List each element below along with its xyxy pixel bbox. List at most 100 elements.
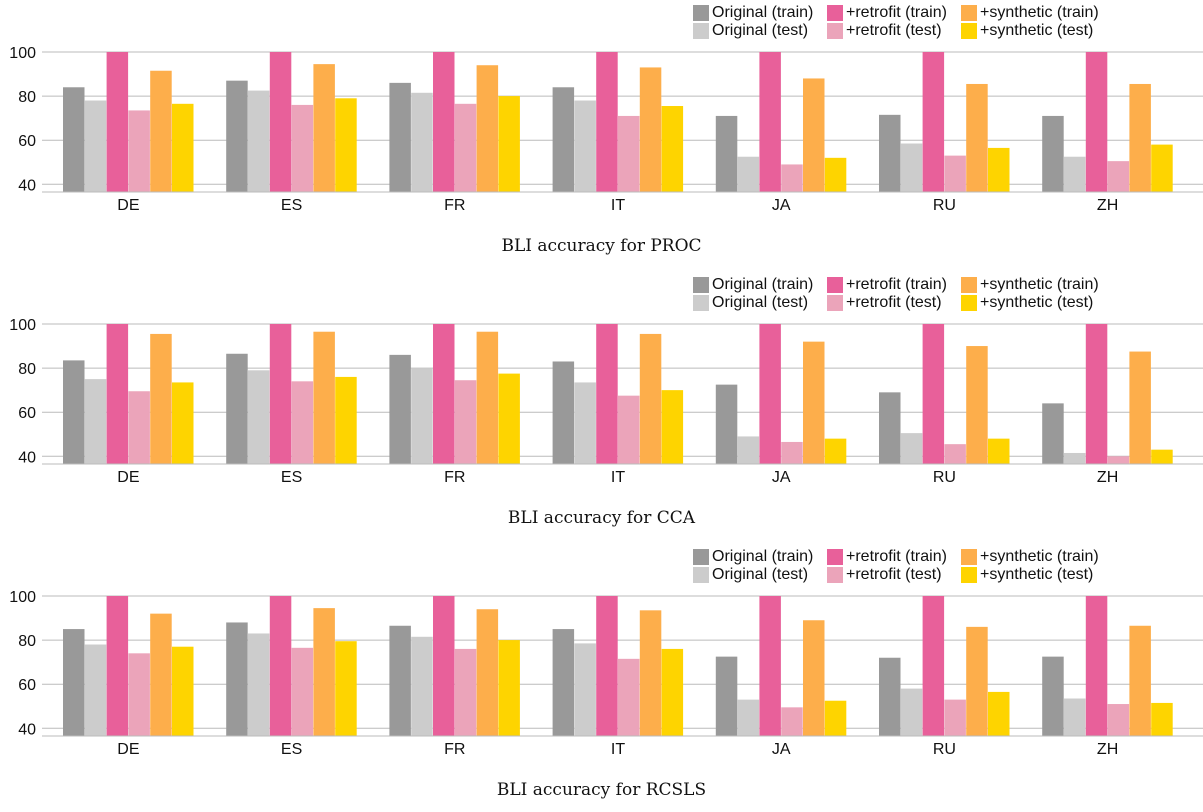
bar [922, 324, 945, 464]
legend-item: Original (train) [693, 548, 827, 565]
bar [106, 596, 129, 736]
bar [172, 382, 194, 464]
bar [803, 620, 825, 736]
bar [618, 115, 640, 192]
bar [944, 699, 966, 736]
chart-panel: 40 60 80 100 DE ES FR IT JA RU ZH Original (train) +… [0, 544, 1203, 812]
bar [1085, 324, 1108, 464]
x-tick-label: RU [933, 469, 956, 486]
legend-swatch [827, 548, 843, 565]
y-tick-label: 100 [9, 45, 36, 62]
bar [313, 608, 335, 736]
bar [389, 82, 411, 192]
legend-item: +retrofit (test) [827, 22, 961, 39]
x-tick-label: JA [772, 741, 791, 758]
bar [1107, 704, 1130, 736]
bar [1151, 449, 1173, 464]
bar [759, 596, 781, 736]
bar [313, 331, 335, 464]
bar [335, 98, 357, 192]
bar [824, 700, 847, 736]
bar [661, 648, 684, 736]
legend-swatch [961, 22, 977, 39]
x-tick-label: FR [444, 197, 465, 214]
bar [803, 341, 825, 464]
bar [63, 87, 85, 192]
y-tick-label: 40 [18, 449, 36, 466]
bar [966, 83, 988, 192]
legend-label: +retrofit (test) [846, 565, 942, 583]
x-tick-label: DE [117, 197, 139, 214]
bar [552, 361, 575, 464]
legend-swatch [827, 294, 843, 311]
bar [759, 324, 781, 464]
legend-swatch [827, 566, 843, 583]
chart-caption: BLI accuracy for CCA [507, 508, 696, 528]
bar [922, 52, 945, 192]
bar [106, 52, 129, 192]
legend-label: Original (test) [712, 565, 809, 583]
bar [574, 382, 596, 464]
bar [335, 641, 357, 736]
bar [639, 67, 662, 192]
bar [618, 658, 640, 736]
bar [226, 622, 248, 736]
legend: Original (train) +retrofit (train) +synthe… [693, 548, 1111, 583]
bar [476, 65, 499, 192]
legend-item: +synthetic (test) [961, 22, 1111, 39]
bar [172, 646, 194, 736]
bar [988, 147, 1010, 192]
bar [476, 331, 499, 464]
chart-caption: BLI accuracy for PROC [501, 236, 702, 256]
bar [313, 64, 335, 192]
legend-item: Original (test) [693, 22, 827, 39]
bar [150, 70, 172, 192]
bar [269, 52, 292, 192]
x-tick-label: ES [281, 197, 302, 214]
legend-label: +synthetic (test) [980, 565, 1094, 583]
bar [803, 78, 825, 192]
chart-panel: 40 60 80 100 DE ES FR IT JA RU ZH Original (train) +… [0, 272, 1203, 540]
bar [824, 157, 847, 192]
bar [291, 381, 314, 464]
x-tick-label: ZH [1097, 469, 1118, 486]
bar [879, 392, 901, 464]
bar [1064, 156, 1086, 192]
bar [454, 648, 477, 736]
bar [900, 433, 923, 464]
x-tick-label: ES [281, 741, 302, 758]
bar-chart: 40 60 80 100 DE ES FR IT JA RU ZH [9, 45, 1203, 214]
bar [759, 52, 781, 192]
legend-label: +retrofit (test) [846, 21, 942, 39]
legend: Original (train) +retrofit (train) +synthe… [693, 4, 1111, 39]
bar [84, 379, 107, 464]
legend-item: Original (train) [693, 4, 827, 21]
bar [737, 436, 760, 464]
x-tick-label: FR [444, 469, 465, 486]
legend-swatch [693, 276, 709, 293]
legend-item: +synthetic (test) [961, 566, 1111, 583]
x-tick-label: ZH [1097, 197, 1118, 214]
legend-swatch [693, 22, 709, 39]
legend-swatch [961, 566, 977, 583]
legend-swatch [827, 4, 843, 21]
bar [944, 444, 966, 464]
legend-label: +synthetic (train) [980, 3, 1099, 21]
bar [966, 346, 988, 464]
legend-item: +synthetic (train) [961, 4, 1111, 21]
bar [172, 103, 194, 192]
bar [433, 596, 455, 736]
bar-chart: 40 60 80 100 DE ES FR IT JA RU ZH [9, 589, 1203, 758]
bar [454, 380, 477, 464]
bar [1151, 702, 1173, 736]
bar [433, 324, 455, 464]
bar [1042, 403, 1064, 464]
bar [596, 596, 618, 736]
bar [1064, 698, 1086, 736]
bar [639, 333, 662, 464]
bar [1042, 656, 1064, 736]
bar [552, 629, 575, 736]
bar [498, 640, 520, 736]
legend-label: Original (train) [712, 547, 814, 565]
bar [389, 354, 411, 464]
